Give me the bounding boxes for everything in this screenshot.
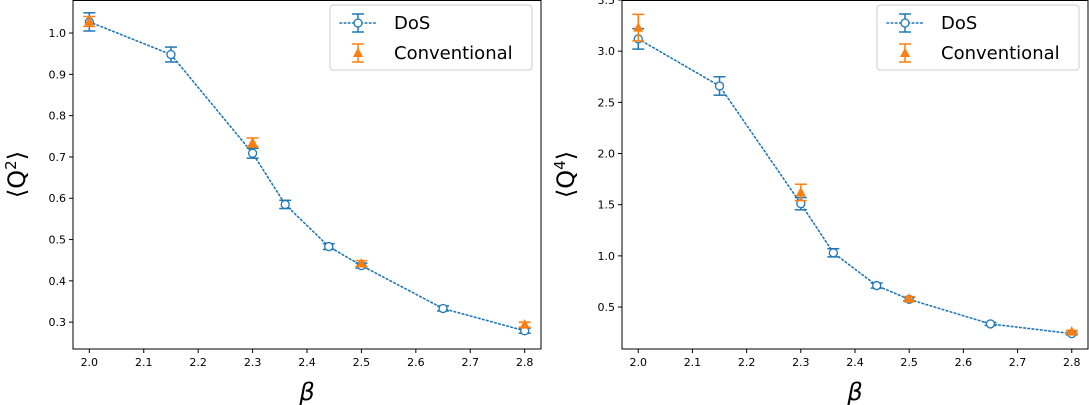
- y-tick-label: 1.0: [598, 250, 616, 263]
- data-point: [1066, 326, 1077, 336]
- legend-marker: [900, 18, 910, 28]
- y-tick-label: 3.0: [598, 45, 616, 58]
- data-point: [247, 136, 258, 147]
- x-tick-label: 2.4: [298, 356, 316, 369]
- data-point: [324, 241, 334, 252]
- x-tick-label: 2.3: [792, 356, 810, 369]
- data-point: [438, 303, 448, 314]
- y-tick-label: 0.3: [49, 316, 67, 329]
- legend-label: DoS: [941, 13, 977, 34]
- data-point: [633, 22, 644, 32]
- series-conventional: [83, 15, 531, 329]
- data-point: [714, 81, 725, 91]
- series-line: [88, 21, 526, 332]
- data-point: [247, 148, 258, 158]
- x-axis-label: β: [846, 378, 862, 405]
- y-tick-label: 0.9: [49, 68, 67, 81]
- x-tick-label: 2.1: [684, 356, 702, 369]
- x-tick-label: 2.4: [846, 356, 864, 369]
- y-tick-label: 2.0: [598, 148, 616, 161]
- legend-marker: [900, 47, 910, 57]
- x-tick-label: 2.0: [81, 356, 99, 369]
- y-axis-label: ⟨Q4⟩: [551, 151, 580, 198]
- y-tick-label: 1.5: [598, 199, 616, 212]
- legend-frame: [329, 4, 533, 71]
- data-point: [828, 248, 838, 258]
- x-tick-label: 2.5: [353, 356, 371, 369]
- data-point: [519, 319, 530, 329]
- x-tick-label: 2.5: [900, 356, 918, 369]
- data-point: [985, 319, 996, 329]
- y-tick-label: 0.5: [598, 301, 616, 314]
- x-tick-label: 2.7: [1009, 356, 1027, 369]
- y-tick-label: 0.8: [49, 110, 67, 123]
- x-tick-label: 2.6: [955, 356, 973, 369]
- legend-marker: [353, 47, 363, 57]
- data-point: [904, 293, 915, 303]
- legend-label: DoS: [394, 13, 430, 34]
- panel-q4: 2.0 2.1 2.2 2.3 2.4 2.5 2.6 2.7 2.8 0.5 1.0 1.5 2.0 2…: [551, 0, 1089, 405]
- data-point: [84, 15, 95, 26]
- x-axis-label: β: [298, 378, 314, 405]
- y-axis-label: ⟨Q2⟩: [2, 151, 31, 198]
- x-tick-label: 2.3: [244, 356, 262, 369]
- data-point: [166, 49, 176, 60]
- series-dos: [632, 27, 1078, 339]
- y-tick-label: 0.6: [49, 192, 67, 205]
- y-tick-label: 3.5: [598, 0, 616, 7]
- legend-label: Conventional: [394, 43, 513, 64]
- y-tick-label: 0.5: [49, 234, 67, 247]
- data-point: [795, 186, 806, 197]
- y-tick-label: 2.5: [598, 96, 616, 109]
- x-tick-label: 2.1: [135, 356, 153, 369]
- y-tick-label: 1.0: [49, 27, 67, 40]
- panel-q2: 2.0 2.1 2.2 2.3 2.4 2.5 2.6 2.7 2.8 0.3 0.4 0.5 0.6 0…: [2, 0, 542, 405]
- data-point: [280, 199, 290, 210]
- y-tick-label: 0.7: [49, 151, 67, 164]
- x-tick-label: 2.2: [189, 356, 207, 369]
- x-tick-label: 2.8: [1063, 356, 1081, 369]
- data-point: [356, 258, 367, 268]
- legend: DoS Conventional: [876, 4, 1080, 71]
- legend-frame: [876, 4, 1080, 71]
- legend: DoS Conventional: [329, 4, 533, 71]
- x-tick-label: 2.2: [738, 356, 756, 369]
- x-tick-label: 2.7: [462, 356, 480, 369]
- series-conventional: [632, 13, 1078, 336]
- series-line: [637, 38, 1073, 335]
- x-tick-label: 2.0: [630, 356, 648, 369]
- x-tick-label: 2.6: [407, 356, 425, 369]
- x-tick-label: 2.8: [516, 356, 534, 369]
- data-point: [872, 280, 882, 291]
- legend-label: Conventional: [941, 43, 1060, 64]
- legend-marker: [353, 18, 363, 28]
- y-tick-label: 0.4: [49, 275, 67, 288]
